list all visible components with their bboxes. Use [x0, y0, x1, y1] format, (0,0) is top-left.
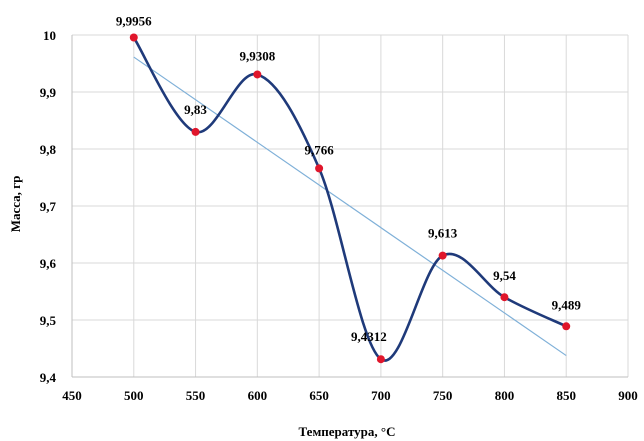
- data-point: [315, 164, 324, 173]
- trendline-group: [133, 56, 567, 357]
- data-point: [562, 322, 571, 331]
- y-tick-label: 9,8: [40, 142, 57, 157]
- x-tick-label: 500: [124, 388, 144, 403]
- data-label: 9,613: [428, 226, 458, 241]
- data-label: 9,54: [493, 268, 516, 283]
- y-tick-label: 9,6: [40, 256, 57, 271]
- trendline: [133, 56, 567, 357]
- x-axis-title: Температура, °С: [299, 424, 396, 439]
- x-tick-label: 700: [371, 388, 391, 403]
- data-label: 9,766: [304, 142, 334, 157]
- y-tick-label: 9,9: [40, 85, 57, 100]
- data-point: [129, 33, 138, 42]
- x-tick-label: 450: [62, 388, 82, 403]
- x-tick-label: 550: [186, 388, 206, 403]
- data-label: 9,9308: [239, 48, 275, 63]
- data-point: [438, 251, 447, 260]
- x-tick-label: 800: [495, 388, 515, 403]
- axes: 450 500 550 600 650 700 750 800 850 900 9,4 9,5 9,6 9…: [40, 28, 638, 403]
- data-label: 9,83: [184, 102, 207, 117]
- data-point: [191, 127, 200, 136]
- y-tick-label: 9,4: [40, 370, 57, 385]
- data-point: [500, 293, 509, 302]
- y-tick-label: 9,7: [40, 199, 57, 214]
- data-label: 9,4312: [351, 329, 387, 344]
- x-tick-label: 750: [433, 388, 453, 403]
- series-line: [132, 36, 567, 362]
- x-tick-label: 650: [309, 388, 329, 403]
- data-label: 9,9956: [116, 14, 152, 29]
- data-point: [253, 70, 262, 79]
- x-tick-label: 900: [618, 388, 638, 403]
- series-group: [129, 33, 571, 364]
- y-tick-label: 10: [43, 28, 56, 43]
- y-tick-label: 9,5: [40, 313, 57, 328]
- x-tick-label: 600: [248, 388, 268, 403]
- data-point: [376, 355, 385, 364]
- data-label: 9,489: [552, 297, 582, 312]
- data-labels: 9,9956 9,83 9,9308 9,766 9,4312 9,613 9,54 9,48…: [116, 14, 581, 345]
- x-tick-label: 850: [556, 388, 576, 403]
- y-axis-title: Масса, гр: [8, 176, 23, 233]
